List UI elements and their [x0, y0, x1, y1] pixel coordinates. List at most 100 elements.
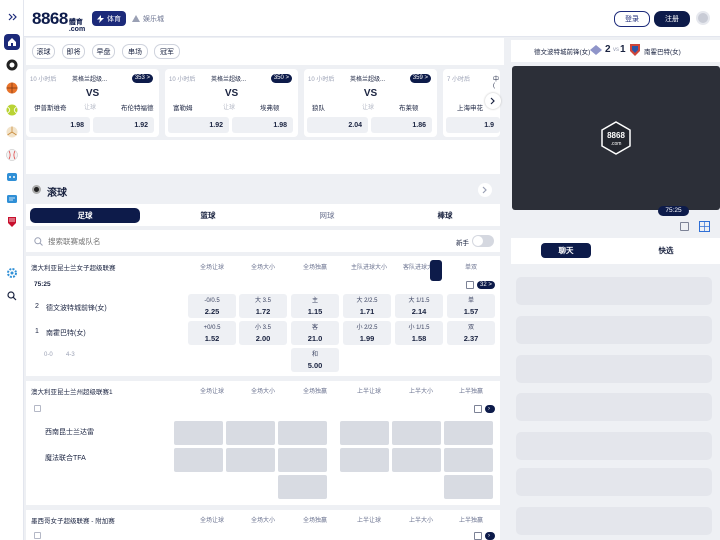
- live-video-icon[interactable]: [466, 281, 474, 289]
- odds-cell[interactable]: 双 2.37: [447, 321, 495, 345]
- chat-placeholder: [516, 277, 712, 305]
- odds-button[interactable]: 1.92: [168, 117, 229, 133]
- tab-baseball[interactable]: 棒球: [437, 211, 453, 220]
- odds-cell[interactable]: 单 1.57: [447, 294, 495, 318]
- odds-button[interactable]: 2.04: [307, 117, 368, 133]
- avatar[interactable]: [696, 11, 710, 25]
- chat-placeholder: [516, 432, 712, 460]
- odds-button[interactable]: 1.98: [232, 117, 293, 133]
- filter-early[interactable]: 早盘: [92, 44, 115, 59]
- tab-basketball[interactable]: 篮球: [200, 211, 216, 220]
- odds-cell[interactable]: 小 2/2.5 1.99: [343, 321, 391, 345]
- live-video-icon[interactable]: [680, 222, 689, 231]
- filter-upcoming[interactable]: 即将: [62, 44, 85, 59]
- casino-icon: [132, 15, 140, 22]
- odds-cell[interactable]: +0/0.5 1.52: [188, 321, 236, 345]
- team-name: 魔法联合TFA: [45, 455, 86, 462]
- sport-sidebar: [0, 0, 24, 540]
- chevron-right-icon[interactable]: [478, 183, 492, 197]
- odds-cell-locked: [226, 448, 275, 472]
- register-button[interactable]: 注册: [654, 11, 690, 27]
- odds-cell[interactable]: 小 3.5 2.00: [239, 321, 287, 345]
- club-icon[interactable]: [4, 214, 20, 230]
- newbie-toggle[interactable]: [472, 235, 494, 247]
- live-match-header: [511, 40, 720, 62]
- featured-match-card[interactable]: 10 小时后 英格兰超级... 359 > VS 狼队 让球 布莱顿 2.04 …: [304, 69, 437, 137]
- odds-cell[interactable]: 大 1/1.5 2.14: [395, 294, 443, 318]
- odds-cell-locked: [340, 421, 389, 445]
- featured-match-card[interactable]: 10 小时后 英格兰超级... 353 > VS 伊普斯维奇 让球 布伦特福德 …: [26, 69, 159, 137]
- chat-placeholder: [516, 468, 712, 496]
- odds-cell[interactable]: 和 5.00: [291, 348, 339, 372]
- volleyball-icon[interactable]: [4, 124, 20, 140]
- odds-button[interactable]: 1.92: [93, 117, 154, 133]
- settings-icon[interactable]: [4, 265, 20, 281]
- favorite-checkbox[interactable]: [34, 532, 41, 539]
- chat-placeholder: [516, 393, 712, 421]
- odds-cell-locked: [340, 448, 389, 472]
- search-icon[interactable]: [4, 288, 20, 304]
- newbie-label: 新手: [456, 240, 469, 247]
- login-button[interactable]: 登录: [614, 11, 650, 27]
- odds-cell[interactable]: 小 1/1.5 1.58: [395, 321, 443, 345]
- team-name: 南霍巴特(女): [46, 330, 86, 337]
- tab-chat[interactable]: 聊天: [541, 243, 591, 258]
- nav-sports-tab[interactable]: 体育: [92, 11, 126, 26]
- chevron-right-icon[interactable]: ›: [485, 405, 495, 413]
- chevron-right-icon[interactable]: [485, 93, 501, 109]
- league-name: 澳大利亚昆士兰女子超级联赛: [31, 265, 116, 272]
- baseball-icon[interactable]: [4, 147, 20, 163]
- odds-cell-locked: [444, 448, 493, 472]
- tennis-icon[interactable]: [4, 102, 20, 118]
- site-logo[interactable]: 8868 體育 .com: [32, 9, 86, 33]
- sport-tabs: 足球 篮球 网球 棒球: [26, 204, 500, 226]
- section-title: 滚球: [47, 188, 67, 199]
- market-filter-bar: 滚球 即将 早盘 串场 冠军: [26, 38, 504, 65]
- odds-cell-locked: [278, 448, 327, 472]
- team-name: 西南昆士兰达雷: [45, 429, 94, 436]
- live-video-icon[interactable]: [474, 405, 482, 413]
- live-video-player[interactable]: 8868 .com: [512, 66, 720, 210]
- odds-button[interactable]: 1.86: [371, 117, 432, 133]
- filter-inplay[interactable]: 滚球: [32, 44, 55, 59]
- live-video-icon[interactable]: [474, 532, 482, 540]
- live-icon: [32, 185, 41, 194]
- odds-cell[interactable]: -0/0.5 2.25: [188, 294, 236, 318]
- odds-cell-locked: [392, 421, 441, 445]
- tab-quick-pick[interactable]: 快选: [658, 246, 674, 255]
- pitch-view-icon[interactable]: [699, 221, 710, 232]
- more-markets-badge[interactable]: 32 >: [477, 281, 495, 289]
- team-badge-icon: [630, 44, 640, 56]
- odds-cell-locked: [444, 475, 493, 499]
- search-input[interactable]: [30, 233, 430, 249]
- soccer-icon[interactable]: [4, 57, 20, 73]
- odds-cell-locked: [174, 421, 223, 445]
- scroll-handle[interactable]: [430, 260, 442, 281]
- match-time: 75:25: [34, 281, 51, 288]
- esports-icon[interactable]: [4, 169, 20, 185]
- odds-button[interactable]: 1.98: [29, 117, 90, 133]
- team-name: 德文波特城前锋(女): [46, 305, 107, 312]
- odds-cell[interactable]: 客 21.0: [291, 321, 339, 345]
- lightning-icon: [97, 14, 104, 23]
- odds-cell[interactable]: 大 2/2.5 1.71: [343, 294, 391, 318]
- basketball-icon[interactable]: [4, 80, 20, 96]
- home-icon[interactable]: [4, 34, 20, 50]
- chevron-right-icon[interactable]: ›: [485, 532, 495, 540]
- away-team: 南霍巴特(女): [644, 49, 681, 56]
- collapse-icon[interactable]: [4, 9, 20, 25]
- featured-match-card[interactable]: 10 小时后 英格兰超级... 350 > VS 富勒姆 让球 埃弗顿 1.92…: [165, 69, 298, 137]
- filter-parlay[interactable]: 串场: [122, 44, 148, 59]
- tab-football[interactable]: 足球: [30, 208, 140, 223]
- favorite-checkbox[interactable]: [34, 405, 41, 412]
- team-badge-icon: [590, 45, 602, 55]
- nav-casino-tab[interactable]: 娱乐城: [132, 11, 164, 26]
- filter-outright[interactable]: 冠军: [154, 44, 180, 59]
- league-name: 澳大利亚昆士兰州超级联赛1: [31, 389, 113, 396]
- odds-cell[interactable]: 主 1.15: [291, 294, 339, 318]
- odds-cell[interactable]: 大 3.5 1.72: [239, 294, 287, 318]
- chat-icon[interactable]: [4, 191, 20, 207]
- league-block: [26, 510, 500, 540]
- odds-button[interactable]: 1.9: [446, 117, 500, 133]
- tab-tennis[interactable]: 网球: [319, 211, 335, 220]
